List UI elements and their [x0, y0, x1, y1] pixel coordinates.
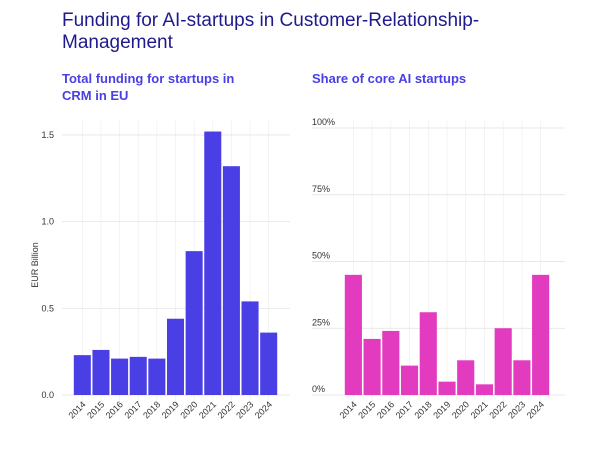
right-bar-2023	[513, 360, 531, 395]
left-bar-2024	[260, 332, 278, 395]
left-bar-2016	[111, 358, 129, 395]
left-y-axis-label: EUR Billion	[30, 242, 40, 288]
right-bar-2022	[494, 328, 512, 395]
right-bar-2019	[438, 381, 456, 395]
left-y-tick-label: 1.0	[41, 217, 54, 227]
left-y-tick-label: 1.5	[41, 130, 54, 140]
right-y-tick-label: 0%	[312, 384, 325, 394]
chart-title: Funding for AI-startups in Customer-Rela…	[62, 10, 480, 53]
right-y-tick-label: 25%	[312, 317, 330, 327]
right-x-tick-label: 2024	[525, 399, 546, 420]
left-x-tick-label: 2020	[178, 399, 199, 420]
left-x-tick-label: 2022	[216, 399, 237, 420]
left-bar-2015	[92, 349, 110, 395]
left-x-tick-label: 2014	[66, 399, 87, 420]
left-bar-2021	[204, 131, 222, 396]
right-x-tick-label: 2014	[338, 399, 359, 420]
right-y-tick-label: 75%	[312, 184, 330, 194]
left-x-tick-label: 2024	[253, 399, 274, 420]
right-bar-2018	[419, 312, 437, 395]
left-x-tick-label: 2018	[141, 399, 162, 420]
left-x-tick-label: 2023	[234, 399, 255, 420]
left-bar-2014	[73, 355, 91, 395]
right-bar-2015	[363, 338, 381, 395]
right-bar-2024	[532, 274, 550, 395]
right-x-tick-label: 2015	[356, 399, 377, 420]
left-x-tick-label: 2021	[197, 399, 218, 420]
left-y-tick-label: 0.5	[41, 303, 54, 313]
left-bar-2019	[166, 318, 185, 395]
left-x-tick-label: 2015	[85, 399, 106, 420]
left-bar-2020	[185, 251, 203, 395]
right-x-tick-label: 2019	[431, 399, 452, 420]
right-bar-2014	[344, 274, 362, 395]
left-x-tick-label: 2017	[122, 399, 143, 420]
left-chart-subtitle: Total funding for startups in CRM in EU	[62, 71, 235, 103]
left-x-tick-label: 2016	[104, 399, 125, 420]
right-y-tick-label: 50%	[312, 251, 330, 261]
left-x-tick-label: 2019	[160, 399, 181, 420]
left-bar-2023	[241, 301, 259, 395]
left-bar-2018	[148, 358, 166, 395]
right-x-tick-label: 2023	[506, 399, 527, 420]
right-bar-2021	[475, 384, 494, 395]
right-bar-2016	[382, 330, 400, 395]
right-bar-2020	[457, 360, 475, 395]
right-x-tick-label: 2022	[487, 399, 508, 420]
right-x-tick-label: 2018	[412, 399, 433, 420]
right-x-tick-label: 2021	[469, 399, 490, 420]
right-x-tick-label: 2016	[375, 399, 396, 420]
left-bar-2017	[129, 356, 147, 395]
right-x-tick-label: 2017	[394, 399, 415, 420]
left-bar-2022	[222, 166, 240, 395]
right-chart-subtitle: Share of core AI startups	[312, 71, 467, 86]
right-bar-2017	[400, 365, 419, 395]
left-y-tick-label: 0.0	[41, 390, 54, 400]
right-y-tick-label: 100%	[312, 117, 335, 127]
right-x-tick-label: 2020	[450, 399, 471, 420]
